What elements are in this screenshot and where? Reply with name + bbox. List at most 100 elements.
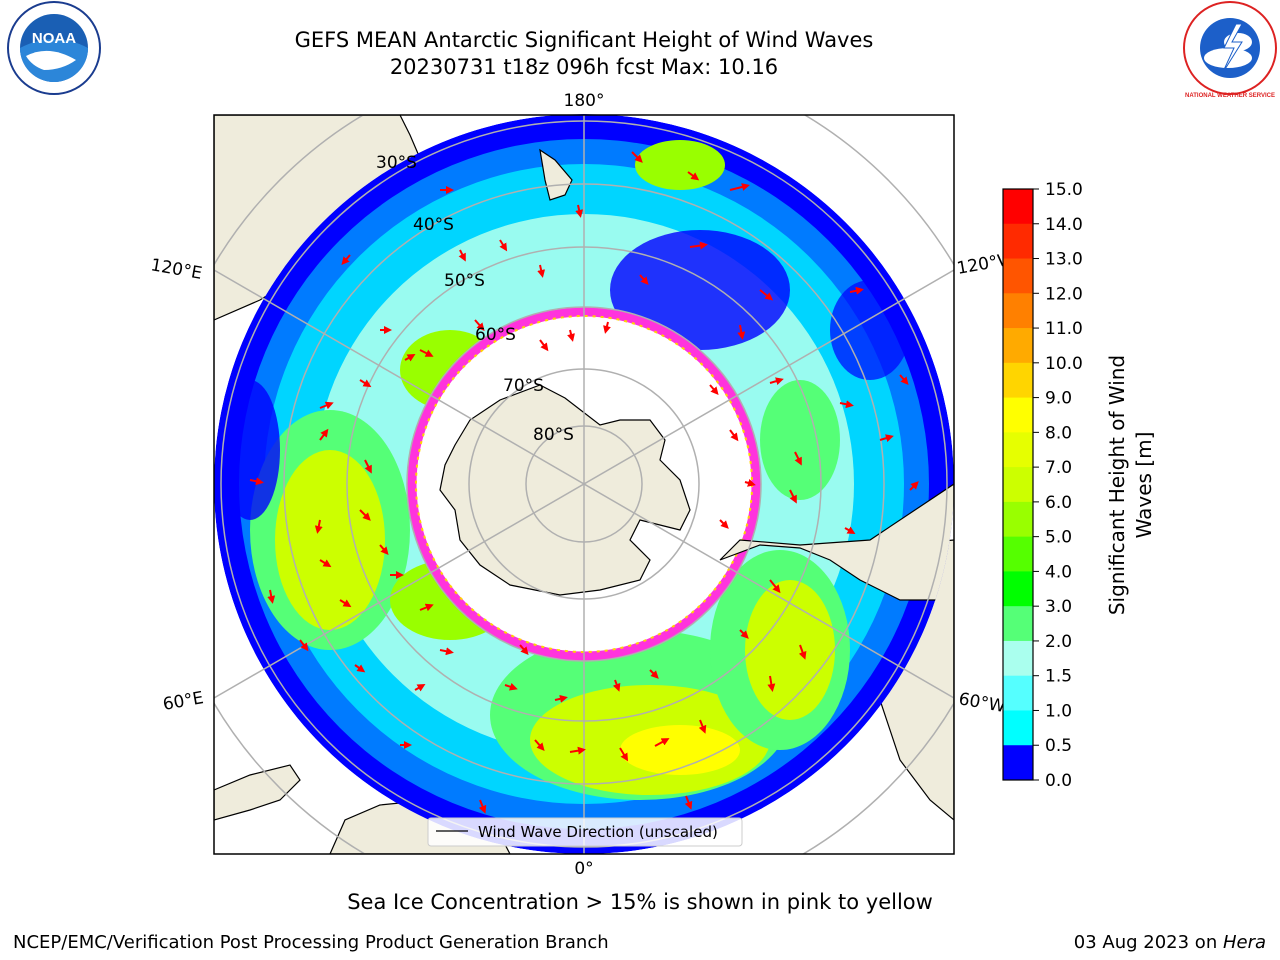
lat-label-50s: 50°S [444, 271, 485, 291]
wave-arrow [849, 286, 864, 295]
wave-arrow [554, 694, 568, 703]
wave-arrow [737, 324, 746, 340]
wave-arrow [539, 339, 549, 352]
lat-label-80s: 80°S [533, 425, 574, 445]
colorbar-tick-label: 15.0 [1045, 180, 1083, 200]
colorbar-tick-label: 8.0 [1045, 423, 1072, 443]
wave-arrow [354, 664, 366, 673]
colorbar-tick-label: 10.0 [1045, 354, 1083, 374]
wave-arrow [299, 639, 309, 652]
wave-arrow [319, 559, 332, 568]
graticule [214, 115, 954, 854]
south-america-tip [719, 482, 954, 601]
colorbar-frame [1002, 188, 1034, 781]
colorbar-tick-label: 14.0 [1045, 215, 1083, 235]
colorbar-segment [1003, 640, 1033, 677]
wind-wave-arrows [249, 151, 919, 814]
lat-label-30s: 30°S [376, 153, 417, 173]
colorbar-segment [1003, 432, 1033, 468]
wave-arrow [499, 239, 508, 252]
colorbar-segment [1003, 675, 1033, 711]
wave-arrow [909, 481, 919, 491]
colorbar-tick-label: 3.0 [1045, 597, 1072, 617]
colorbar-segment [1003, 293, 1033, 329]
footer-date-text: 03 Aug 2023 on [1073, 932, 1223, 953]
wave-arrow [319, 401, 334, 410]
wave-arrow [709, 384, 719, 396]
colorbar-tick-label: 12.0 [1045, 284, 1083, 304]
colorbar-label-line1: Significant Height of Wind [1105, 355, 1129, 615]
colorbar-tick-label: 5.0 [1045, 528, 1072, 548]
wave-arrow [404, 354, 416, 362]
wave-arrow [649, 669, 659, 679]
lat-label-70s: 70°S [503, 376, 544, 396]
colorbar-segment [1003, 258, 1033, 294]
wave-arrow [249, 477, 264, 486]
colorbar-label-line2: Waves [m] [1132, 432, 1156, 539]
africa-landmass [214, 764, 301, 821]
wave-arrow [767, 675, 776, 692]
colorbar-segment [1003, 223, 1033, 260]
wave-arrow [794, 451, 802, 466]
wave-arrow [719, 519, 729, 529]
wave-arrow [504, 682, 518, 691]
colorbar-tick-label: 1.0 [1045, 701, 1072, 721]
colorbar-label: Significant Height of Wind Waves [m] [1105, 355, 1156, 615]
wave-arrow [759, 289, 774, 301]
wave-arrow [789, 489, 797, 504]
wave-arrow [419, 349, 434, 357]
wave-arrow [739, 629, 749, 639]
figure-title: GEFS MEAN Antarctic Significant Height o… [294, 28, 874, 52]
lat-label-40s: 40°S [413, 215, 454, 235]
wave-arrow [798, 644, 807, 660]
colorbar-segment [1003, 710, 1033, 746]
lat-label-60s: 60°S [475, 325, 516, 345]
wave-arrow [339, 599, 352, 608]
colorbar-segment [1003, 571, 1033, 607]
colorbar: 15.0 14.0 13.0 12.0 11.0 10.0 9.0 8.0 7.0 6.0 5.0 4… [1002, 180, 1083, 791]
figure-subtitle: 20230731 t18z 096h fcst Max: 10.16 [389, 55, 779, 79]
map-legend: Wind Wave Direction (unscaled) [427, 817, 743, 847]
colorbar-tick-label: 2.0 [1045, 632, 1072, 652]
colorbar-tick-label: 0.0 [1045, 771, 1072, 791]
wave-arrow [419, 603, 434, 612]
wave-arrow [612, 679, 621, 692]
footer-machine: Hera [1222, 932, 1266, 953]
wave-arrow [687, 171, 700, 181]
wave-arrow [534, 739, 545, 752]
colorbar-segment [1003, 606, 1033, 642]
lon-label-60w: 60°W [957, 689, 1007, 717]
colorbar-segment [1003, 397, 1033, 433]
wave-arrow [619, 747, 629, 762]
footer-producer: NCEP/EMC/Verification Post Processing Pr… [13, 932, 609, 953]
lon-label-60e: 60°E [161, 688, 205, 715]
wave-arrow [899, 374, 909, 386]
wave-arrow [639, 274, 649, 286]
wave-arrow [567, 329, 575, 342]
wave-arrow [575, 204, 584, 218]
noaa-logo-text: NOAA [32, 30, 76, 47]
latitude-labels: 30°S 40°S 50°S 60°S 70°S 80°S [376, 153, 574, 445]
wave-arrow [569, 746, 586, 755]
colorbar-segment [1003, 189, 1033, 225]
colorbar-tick-label: 6.0 [1045, 493, 1072, 513]
sea-ice-caption: Sea Ice Concentration > 15% is shown in … [347, 890, 933, 914]
wave-arrow [769, 579, 781, 594]
wave-arrow [769, 377, 784, 385]
colorbar-tick-label: 13.0 [1045, 250, 1083, 270]
wave-arrow [458, 249, 466, 262]
lon-label-0: 0° [574, 859, 593, 879]
nws-logo-text: NATIONAL WEATHER SERVICE [1185, 93, 1275, 99]
wave-arrow [414, 684, 426, 692]
lon-label-180: 180° [564, 91, 605, 111]
nws-logo: NATIONAL WEATHER SERVICE [1183, 1, 1277, 99]
colorbar-segment [1003, 328, 1033, 364]
wave-arrow [319, 428, 329, 441]
colorbar-tick-label: 7.0 [1045, 458, 1072, 478]
wave-arrow [879, 434, 894, 442]
colorbar-segment [1003, 501, 1033, 538]
wave-arrow [341, 254, 351, 266]
colorbar-tick-label: 9.0 [1045, 389, 1072, 409]
new-zealand-landmass [539, 148, 573, 201]
